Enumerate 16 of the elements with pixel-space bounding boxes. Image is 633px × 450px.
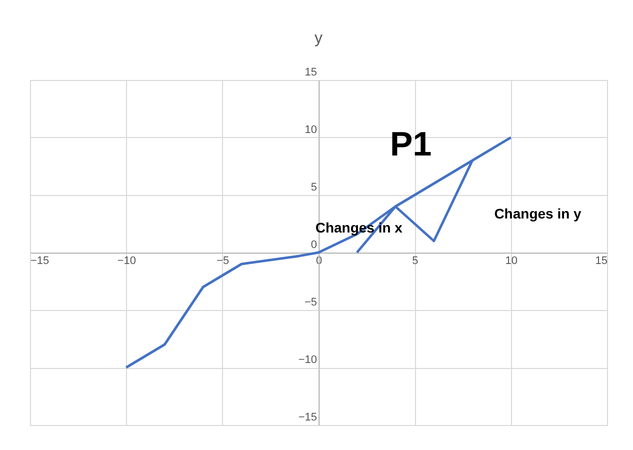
x-tick-label: −15 [30,255,50,267]
y-tick-label: 15 [304,66,317,78]
x-tick-label: 10 [505,255,518,267]
y-tick-label: −15 [298,412,317,424]
y-tick-label: −5 [304,296,317,308]
y-tick-label: −10 [298,354,317,366]
x-tick-label: −5 [216,255,230,267]
x-tick-label: −10 [117,255,136,267]
x-tick-label: 15 [595,255,608,267]
y-tick-label: 0 [310,239,317,251]
y-tick-label: 10 [304,124,317,136]
annotation: Changes in y [494,206,582,222]
y-tick-label: 5 [310,182,317,194]
chart-title: y [314,30,322,47]
x-tick-label: 5 [412,255,418,267]
annotation: P1 [390,126,432,164]
